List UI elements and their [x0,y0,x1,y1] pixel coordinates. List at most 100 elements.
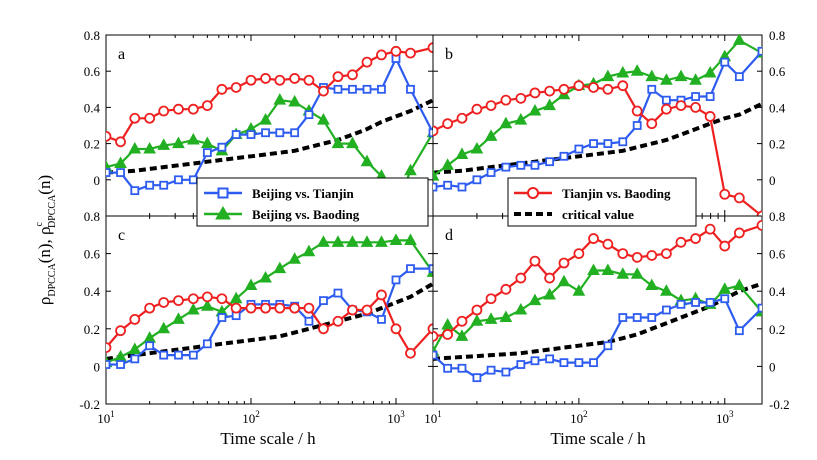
point-green-a-21 [404,163,417,176]
legend-b-box [507,177,697,227]
point-blue-a-1 [116,168,125,177]
legend-a-green-marker [215,206,231,220]
y-tick-label-c-5: 0.8 [84,209,100,224]
point-green-a-17 [346,136,359,149]
point-red-c-8 [216,293,228,305]
point-red-a-10 [245,74,257,86]
point-red-c-12 [274,302,286,314]
point-green-a-7 [201,136,214,149]
point-green-c-20 [389,233,403,245]
point-blue-a-0 [106,168,111,177]
point-blue-c-20 [391,275,401,285]
point-red-a-21 [405,47,416,59]
point-red-c-11 [260,302,271,314]
point-red-d-22 [756,220,762,231]
point-green-d-4 [484,312,498,324]
series-group-a [106,42,433,212]
point-red-c-1 [115,325,126,337]
legend-a-label-2: Beijing vs. Baoding [252,207,360,222]
y-tick-label-a-2: 0.2 [84,137,100,152]
point-green-a-2 [128,141,142,154]
point-green-d-12 [601,263,615,276]
point-green-b-19 [703,65,717,78]
legend-a-label-1: Beijing vs. Tianjin [252,186,355,201]
point-red-d-5 [500,283,512,295]
point-blue-c-2 [130,354,140,364]
point-blue-d-18 [691,298,700,307]
point-blue-a-9 [231,130,241,139]
y-tick-label-c-4: 0.6 [84,247,101,262]
point-green-d-21 [733,278,746,291]
point-green-d-2 [455,329,469,341]
point-red-b-14 [631,105,643,117]
point-blue-c-22 [428,264,433,274]
point-blue-a-17 [348,84,357,94]
point-blue-a-6 [188,175,198,185]
point-red-d-2 [456,315,468,327]
point-red-c-22 [427,323,433,335]
point-red-a-14 [303,74,315,86]
point-red-c-0 [106,342,112,353]
point-blue-c-15 [319,296,328,306]
point-blue-b-7 [530,160,540,170]
point-blue-d-6 [516,360,526,369]
point-blue-b-13 [618,137,628,147]
point-blue-d-9 [559,358,569,368]
y-tick-label-d-0: -0.2 [769,397,790,412]
y-tick-label-b-5: 0.8 [769,28,785,43]
series-group-d [433,220,762,383]
point-green-c-15 [317,235,330,247]
point-blue-c-0 [106,360,111,369]
point-green-c-21 [404,233,417,245]
point-red-a-12 [274,74,286,86]
point-blue-c-1 [116,360,125,369]
point-green-a-4 [157,138,171,150]
point-blue-b-8 [545,157,555,167]
point-blue-a-22 [428,128,433,138]
point-red-b-4 [485,100,497,111]
point-blue-c-3 [145,341,155,351]
panel-a: a 0 0.2 0.4 0.6 0.8 [84,28,434,217]
point-green-b-4 [484,129,498,141]
point-blue-b-14 [632,121,642,130]
point-green-b-16 [660,73,673,85]
point-green-b-0 [433,169,440,181]
point-green-d-3 [470,314,484,326]
point-green-c-14 [302,244,316,257]
point-blue-d-7 [530,356,540,366]
series-line-green-d [433,269,762,352]
point-red-a-3 [144,112,156,124]
point-red-d-3 [471,304,483,316]
point-blue-d-4 [486,365,496,375]
series-line-red-a [106,46,433,144]
point-red-b-9 [558,83,570,95]
point-blue-d-2 [457,363,467,373]
point-red-d-14 [631,251,643,263]
point-green-c-4 [157,321,171,334]
point-blue-a-14 [304,110,314,120]
point-green-d-8 [543,287,556,300]
y-tick-label-b-2: 0.2 [769,137,785,152]
point-green-b-13 [616,65,630,78]
point-green-d-1 [441,318,454,330]
point-blue-b-11 [589,139,598,149]
point-red-a-1 [115,136,126,148]
y-tick-label-a-3: 0.4 [84,100,101,115]
point-red-c-18 [361,304,373,316]
point-red-c-15 [318,323,329,335]
point-blue-d-3 [472,373,482,383]
point-green-b-21 [733,35,746,45]
point-blue-b-3 [472,175,482,185]
point-green-a-12 [273,93,287,105]
point-blue-a-18 [362,84,372,94]
point-red-d-18 [690,233,701,244]
x-tick-label-c-0: 101 [97,409,115,426]
point-green-d-11 [587,263,600,276]
y-tick-label-d-4: 0.6 [769,247,786,262]
point-green-d-7 [528,293,542,306]
y-tick-label-d-5: 0.8 [769,209,785,224]
point-blue-d-12 [603,341,613,351]
point-red-a-2 [129,112,141,124]
y-tick-label-b-1: 0 [769,173,776,188]
point-red-b-17 [675,100,687,111]
